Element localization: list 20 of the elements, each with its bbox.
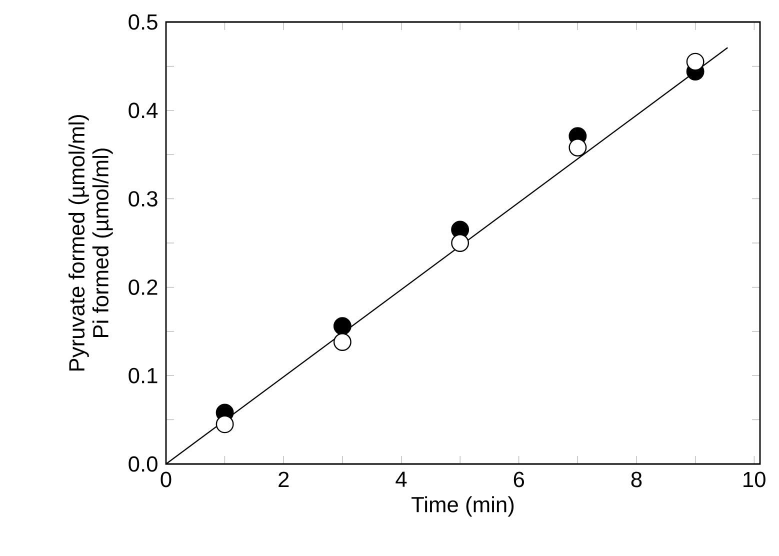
point [216, 415, 234, 434]
point [451, 234, 470, 252]
y-tick-label: 0.0 [128, 456, 158, 472]
x-axis-title: Time (min) [412, 496, 514, 517]
y-tick-label: 0.4 [128, 102, 158, 118]
y-tick-label: 0.3 [128, 191, 158, 207]
x-tick-label: 10 [744, 472, 766, 488]
x-tick-label: 8 [631, 472, 642, 488]
x-tick-label: 4 [396, 472, 407, 487]
y-axis-title: Pyruvate formed (µmol/ml) Pi formed (µmol/ml) [68, 115, 113, 371]
point [568, 138, 587, 156]
x-tick-label: 0 [160, 472, 172, 488]
point [333, 317, 352, 336]
point [333, 333, 352, 351]
y-tick-label: 0.1 [128, 368, 158, 384]
point [686, 52, 704, 71]
y-tick-label: 0.2 [128, 279, 158, 295]
x-tick-label: 6 [514, 472, 524, 488]
x-tick-label: 2 [278, 472, 289, 488]
y-tick-label: 0.5 [128, 14, 158, 30]
